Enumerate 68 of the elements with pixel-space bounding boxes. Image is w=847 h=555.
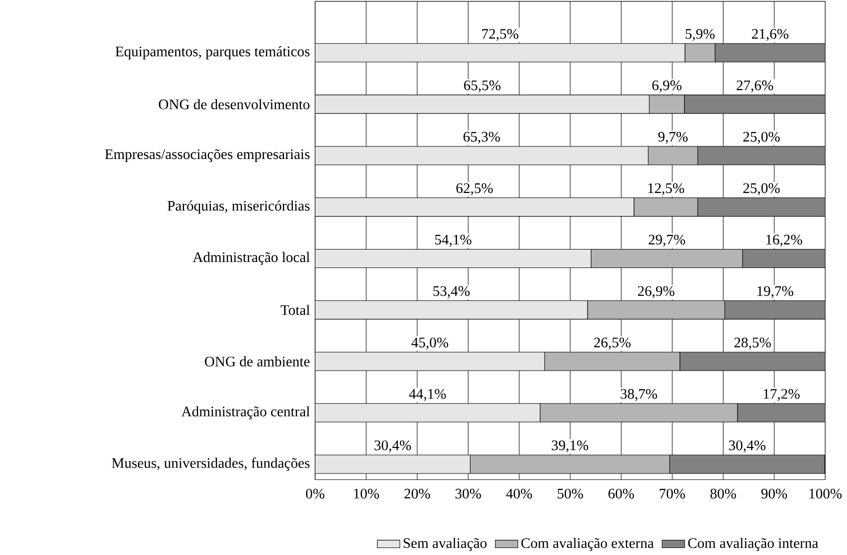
x-tick-label: 50% [558, 488, 583, 498]
x-tick-label: 40% [506, 488, 532, 498]
data-label: 21,6% [752, 28, 788, 41]
data-label: 62,5% [456, 183, 493, 196]
data-label: 72,5% [482, 28, 518, 41]
bar [680, 352, 826, 371]
bar [737, 403, 826, 422]
data-label: 39,1% [552, 440, 588, 452]
data-label: 6,9% [652, 80, 682, 92]
bar [697, 197, 826, 216]
legend-label: Com avaliação interna [688, 538, 818, 551]
x-tick-label: 80% [710, 488, 736, 498]
bar [315, 403, 540, 422]
x-tick-label: 20% [404, 488, 430, 498]
data-label: 38,7% [620, 388, 658, 401]
data-label: 9,7% [658, 132, 688, 144]
data-label: 19,7% [757, 286, 794, 298]
y-tick-label: Administração central [181, 406, 310, 420]
x-tick-label: 60% [608, 488, 634, 498]
bar [315, 94, 650, 114]
data-label: 25,0% [743, 132, 780, 144]
x-tick-label: 70% [660, 488, 686, 498]
bar [742, 248, 826, 268]
bar [315, 43, 686, 62]
legend-label: Com avaliação externa [521, 538, 654, 551]
data-label: 28,5% [734, 337, 771, 350]
data-label: 54,1% [435, 234, 472, 246]
bar [724, 300, 826, 320]
y-tick-label: Paróquias, misericórdias [168, 200, 310, 214]
bar [669, 454, 825, 474]
data-label: 26,5% [594, 337, 631, 350]
y-tick-label: Total [280, 304, 310, 315]
data-label: 44,1% [409, 388, 446, 401]
data-label: 25,0% [743, 183, 780, 196]
y-tick-label: ONG de ambiente [204, 356, 310, 366]
data-label: 45,0% [411, 337, 448, 350]
x-tick-label: 30% [456, 488, 481, 498]
bar [315, 300, 588, 320]
y-tick-label: Museus, universidades, fundações [112, 457, 310, 471]
bar [315, 248, 592, 268]
bar [714, 43, 826, 62]
data-label: 12,5% [648, 183, 684, 196]
data-label: 29,7% [648, 234, 686, 246]
data-label: 65,5% [464, 80, 500, 92]
data-label: 26,9% [638, 286, 674, 298]
data-label: 30,4% [374, 440, 411, 452]
bar [684, 94, 826, 114]
data-label: 30,4% [729, 440, 766, 452]
x-tick-label: 0% [306, 488, 324, 498]
bar [315, 352, 545, 371]
legend-label: Sem avaliação [404, 538, 487, 551]
data-label: 27,6% [736, 80, 774, 92]
bar [315, 146, 648, 165]
x-tick-label: 10% [354, 488, 379, 498]
data-label: 65,3% [464, 132, 500, 144]
y-tick-label: Administração local [192, 252, 310, 265]
y-tick-label: Equipamentos, parques temáticos [115, 46, 310, 60]
data-label: 17,2% [764, 388, 800, 401]
bar [315, 454, 470, 474]
y-tick-label: Empresas/associações empresariais [105, 149, 310, 162]
data-label: 16,2% [766, 234, 802, 246]
x-tick-label: 90% [761, 488, 788, 498]
bar [315, 197, 634, 216]
x-tick-label: 100% [810, 488, 842, 498]
y-tick-label: ONG de desenvolvimento [158, 98, 310, 110]
bar [697, 146, 826, 165]
data-label: 5,9% [686, 28, 715, 41]
data-label: 53,4% [433, 286, 470, 298]
